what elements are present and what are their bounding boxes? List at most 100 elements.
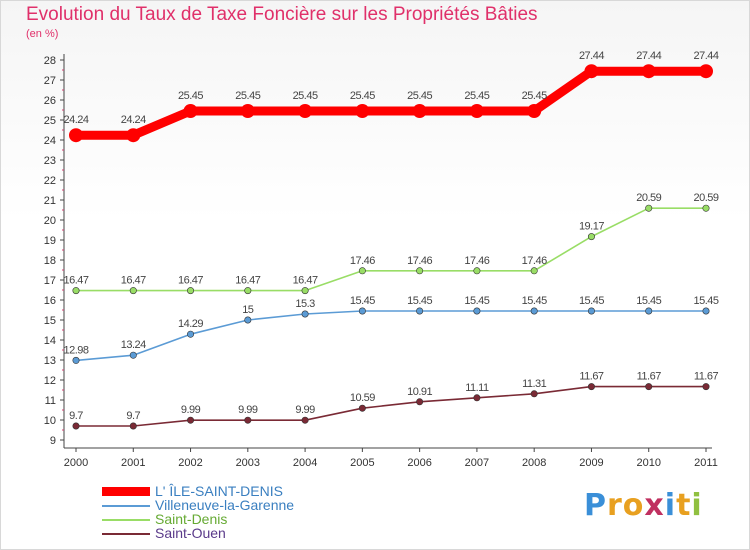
data-point bbox=[412, 104, 427, 118]
data-label: 16.47 bbox=[178, 275, 203, 287]
data-label: 25.45 bbox=[522, 90, 547, 102]
legend-swatch bbox=[102, 519, 150, 521]
x-tick-label: 2005 bbox=[350, 457, 374, 469]
data-point bbox=[355, 104, 370, 118]
data-label: 15.45 bbox=[350, 295, 375, 307]
data-label: 9.7 bbox=[69, 410, 83, 422]
data-label: 25.45 bbox=[293, 90, 318, 102]
data-label: 11.11 bbox=[465, 382, 489, 394]
data-point bbox=[530, 307, 538, 315]
x-tick-label: 2001 bbox=[121, 457, 145, 469]
data-point bbox=[187, 416, 195, 424]
x-tick-label: 2006 bbox=[407, 457, 431, 469]
logo-letter: i bbox=[691, 488, 703, 523]
data-label: 27.44 bbox=[693, 50, 718, 62]
data-label: 24.24 bbox=[121, 114, 146, 126]
y-tick-label: 25 bbox=[44, 115, 56, 127]
data-point bbox=[641, 64, 656, 79]
logo-letter: t bbox=[676, 488, 692, 523]
data-label: 14.29 bbox=[178, 318, 203, 330]
data-label: 25.45 bbox=[464, 90, 489, 102]
data-label: 11.67 bbox=[579, 371, 604, 383]
data-point bbox=[358, 267, 366, 275]
y-tick-label: 23 bbox=[44, 155, 56, 167]
y-tick-label: 22 bbox=[44, 175, 56, 187]
data-point bbox=[358, 404, 366, 412]
data-label: 25.45 bbox=[350, 90, 375, 102]
data-label: 15.45 bbox=[522, 295, 547, 307]
data-label: 16.47 bbox=[63, 275, 88, 287]
logo-letter: P bbox=[584, 488, 607, 523]
y-tick-label: 21 bbox=[44, 195, 56, 207]
series-line bbox=[76, 385, 706, 427]
y-tick-label: 16 bbox=[44, 295, 56, 307]
legend-swatch bbox=[102, 487, 150, 496]
data-point bbox=[69, 128, 83, 143]
legend-label: L' ÎLE-SAINT-DENIS bbox=[155, 483, 283, 499]
data-label: 25.45 bbox=[407, 90, 432, 102]
y-tick-label: 10 bbox=[44, 415, 56, 427]
data-label: 20.59 bbox=[636, 192, 661, 204]
legend-label: Saint-Denis bbox=[155, 511, 228, 527]
data-point bbox=[473, 267, 481, 275]
y-tick-label: 12 bbox=[44, 375, 56, 387]
data-label: 11.31 bbox=[522, 378, 547, 390]
data-label: 10.91 bbox=[407, 386, 432, 398]
series-line bbox=[76, 66, 706, 140]
y-tick-label: 15 bbox=[44, 315, 56, 327]
data-label: 27.44 bbox=[636, 50, 661, 62]
data-point bbox=[244, 416, 252, 424]
data-label: 11.67 bbox=[637, 371, 662, 383]
data-label: 12.98 bbox=[63, 344, 88, 356]
data-label: 16.47 bbox=[235, 275, 260, 287]
legend-label: Villeneuve-la-Garenne bbox=[155, 497, 295, 513]
data-point bbox=[469, 104, 484, 118]
data-label: 17.46 bbox=[407, 255, 432, 267]
data-label: 15.45 bbox=[464, 295, 489, 307]
data-point bbox=[584, 64, 599, 79]
data-point bbox=[129, 351, 137, 359]
data-label: 17.46 bbox=[522, 255, 547, 267]
legend-swatch bbox=[102, 533, 150, 535]
x-tick-label: 2008 bbox=[522, 457, 546, 469]
legend-label: Saint-Ouen bbox=[155, 525, 226, 541]
data-point bbox=[527, 104, 542, 118]
data-point bbox=[244, 316, 252, 324]
data-label: 20.59 bbox=[693, 192, 718, 204]
logo-letter: r bbox=[607, 488, 623, 523]
data-label: 15.45 bbox=[579, 295, 604, 307]
x-tick-label: 2003 bbox=[236, 457, 260, 469]
data-label: 15 bbox=[242, 304, 254, 316]
series-line bbox=[76, 207, 706, 292]
data-label: 15.45 bbox=[693, 295, 718, 307]
data-point bbox=[587, 307, 595, 315]
data-point bbox=[126, 128, 141, 143]
data-label: 17.46 bbox=[464, 255, 489, 267]
data-point bbox=[702, 307, 710, 315]
data-point bbox=[645, 204, 653, 212]
data-point bbox=[358, 307, 366, 315]
y-tick-label: 26 bbox=[44, 95, 56, 107]
data-point bbox=[72, 422, 80, 430]
data-point bbox=[645, 307, 653, 315]
data-label: 11.67 bbox=[694, 371, 719, 383]
logo-letter: o bbox=[622, 488, 645, 523]
y-tick-label: 27 bbox=[44, 75, 56, 87]
data-point bbox=[416, 398, 424, 406]
data-label: 24.24 bbox=[63, 114, 88, 126]
data-label: 15.45 bbox=[636, 295, 661, 307]
y-tick-label: 18 bbox=[44, 255, 56, 267]
x-tick-label: 2009 bbox=[579, 457, 603, 469]
data-label: 10.59 bbox=[350, 392, 375, 404]
data-point bbox=[244, 287, 252, 295]
data-label: 25.45 bbox=[235, 90, 260, 102]
data-label: 13.24 bbox=[121, 339, 146, 351]
x-tick-label: 2004 bbox=[293, 457, 317, 469]
data-point bbox=[473, 307, 481, 315]
y-tick-label: 20 bbox=[44, 215, 56, 227]
y-tick-label: 11 bbox=[45, 395, 56, 407]
data-point bbox=[530, 390, 538, 398]
data-label: 15.45 bbox=[407, 295, 432, 307]
